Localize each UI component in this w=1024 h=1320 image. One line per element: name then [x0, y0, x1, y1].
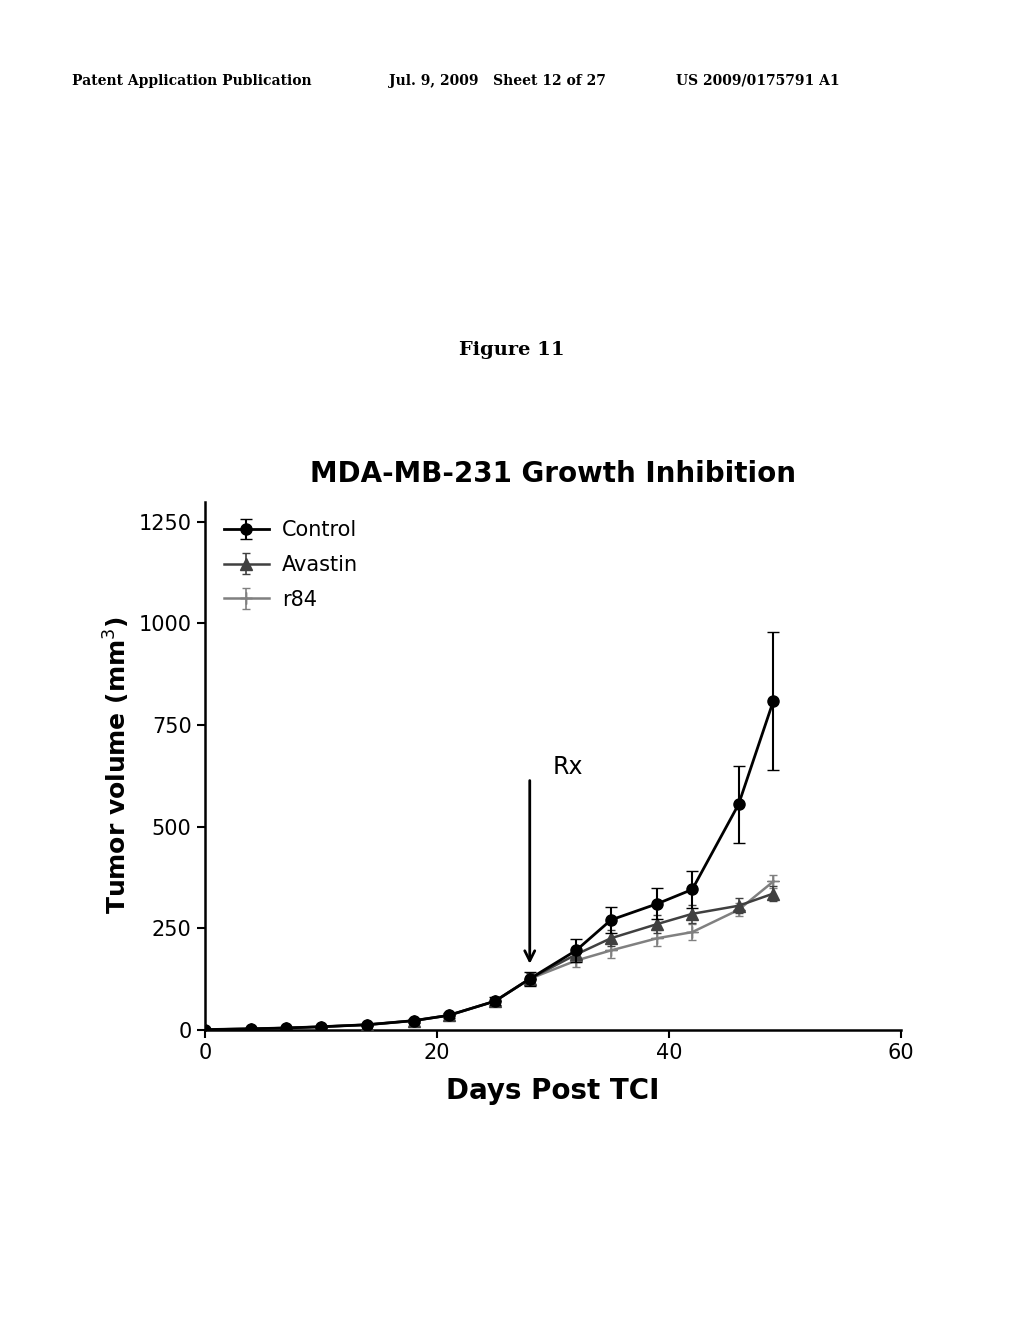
Title: MDA-MB-231 Growth Inhibition: MDA-MB-231 Growth Inhibition — [310, 461, 796, 488]
Text: US 2009/0175791 A1: US 2009/0175791 A1 — [676, 74, 840, 88]
Text: Patent Application Publication: Patent Application Publication — [72, 74, 311, 88]
Y-axis label: Tumor volume (mm$^3$): Tumor volume (mm$^3$) — [101, 616, 132, 915]
X-axis label: Days Post TCI: Days Post TCI — [446, 1077, 659, 1105]
Text: Rx: Rx — [553, 755, 584, 779]
Text: Figure 11: Figure 11 — [459, 341, 565, 359]
Legend: Control, Avastin, r84: Control, Avastin, r84 — [215, 512, 367, 618]
Text: Jul. 9, 2009   Sheet 12 of 27: Jul. 9, 2009 Sheet 12 of 27 — [389, 74, 606, 88]
